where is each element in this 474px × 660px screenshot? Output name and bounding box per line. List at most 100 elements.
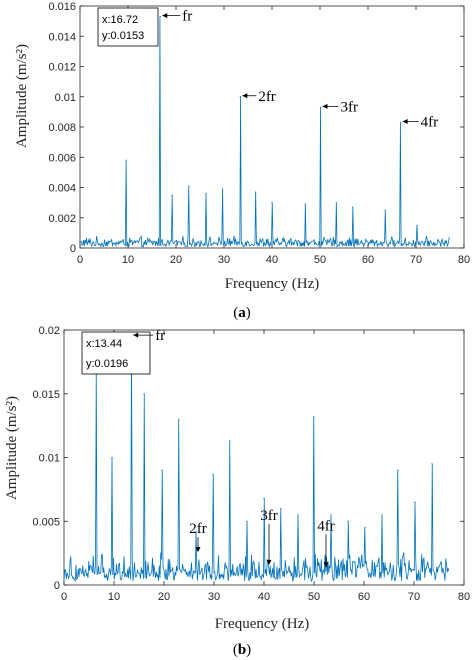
y-tick-label: 0.016 [48, 1, 76, 13]
peak-point [347, 520, 349, 522]
peak-point [195, 530, 197, 533]
x-tick-label: 10 [108, 591, 120, 603]
annotation-arrowhead [242, 93, 248, 99]
annotation-arrowhead [323, 562, 329, 568]
peak-point [239, 96, 241, 98]
chart-panel-a: Amplitude (m/s²) Frequency (Hz) (a) 0 10 2… [14, 1, 470, 321]
annotation-arrowhead [322, 103, 328, 109]
spectrum-line [63, 335, 450, 583]
peak-point [414, 501, 416, 503]
peak-point [335, 202, 337, 204]
y-tick-label: 0 [54, 580, 60, 592]
x-tick-label: 60 [362, 254, 374, 266]
annotation-arrowhead [133, 332, 139, 338]
x-tick-label: 40 [266, 254, 278, 266]
x-tick-label: 20 [170, 254, 182, 266]
y-tick-label: 0.015 [32, 389, 60, 401]
caption-b: (b) [233, 642, 251, 658]
annotation-label: 4fr [421, 114, 439, 130]
datatip-x-text: x:16.72 [102, 14, 138, 26]
annotation-label: 4fr [317, 518, 335, 534]
x-tick-label: 70 [410, 254, 422, 266]
peak-point [330, 514, 332, 516]
peak-point [271, 202, 273, 204]
peak-point [397, 469, 399, 471]
annotation-label: 3fr [340, 99, 358, 115]
peak-point [352, 206, 354, 208]
peak-point [364, 527, 366, 529]
x-axis-label: Frequency (Hz) [225, 276, 320, 292]
y-tick-label: 0.008 [48, 122, 76, 134]
peak-point [255, 191, 257, 193]
y-tick-label: 0.006 [48, 152, 76, 164]
peak-point [431, 463, 433, 465]
peak-point [161, 469, 163, 471]
caption-a: (a) [233, 305, 251, 321]
annotation-arrowhead [195, 547, 201, 553]
y-tick-label: 0.014 [48, 31, 76, 43]
y-tick-label: 0.004 [48, 183, 76, 195]
x-tick-label: 30 [208, 591, 220, 603]
annotation-label: 2fr [189, 521, 207, 537]
x-tick-label: 20 [158, 591, 170, 603]
peak-point [178, 418, 180, 420]
peak-point [400, 121, 402, 124]
y-tick-label: 0.002 [48, 213, 76, 225]
peak-point [381, 514, 383, 516]
datatip-box [97, 7, 159, 47]
y-axis-label: Amplitude (m/s²) [4, 396, 20, 500]
caption-letter: b [238, 642, 246, 658]
peak-point [280, 507, 282, 510]
annotation-label: fr [182, 9, 192, 25]
y-axis-label: Amplitude (m/s²) [14, 44, 30, 148]
x-tick-label: 40 [258, 591, 270, 603]
annotation-label: 2fr [258, 89, 276, 105]
y-tick-label: 0.005 [32, 516, 60, 528]
annotation-label: 3fr [260, 508, 278, 524]
peak-point [229, 440, 231, 442]
x-tick-label: 50 [314, 254, 326, 266]
peak-point [188, 185, 190, 187]
peak-point [143, 393, 145, 395]
datatip-y-text: y:0.0153 [102, 30, 144, 42]
x-tick-label: 80 [458, 254, 470, 266]
annotation-arrowhead [402, 118, 408, 124]
x-axis-label: Frequency (Hz) [215, 616, 310, 632]
y-tick-label: 0 [70, 243, 76, 255]
peak-point [159, 15, 161, 18]
peak-point [297, 514, 299, 516]
datatip-x-text: x:13.44 [86, 338, 122, 350]
x-tick-label: 70 [408, 591, 420, 603]
peak-point [304, 203, 306, 205]
y-tick-label: 0.01 [55, 92, 76, 104]
peak-point [246, 520, 248, 522]
peak-point [313, 416, 315, 418]
peak-point [212, 473, 214, 475]
y-tick-label: 0.012 [48, 62, 76, 74]
datatip-y-text: y:0.0196 [86, 358, 128, 370]
peak-point [416, 224, 418, 226]
peak-point [319, 106, 322, 108]
peak-point [111, 456, 113, 459]
caption-letter: a [238, 305, 246, 321]
peak-point [205, 192, 207, 195]
peak-point [263, 497, 265, 499]
chart-panel-b: Amplitude (m/s²) Frequency (Hz) (b) 0 10 2… [4, 325, 470, 658]
datatip-box [81, 331, 151, 375]
peak-point [221, 188, 224, 190]
peak-point [125, 159, 127, 161]
x-tick-label: 30 [218, 254, 230, 266]
peak-point [384, 209, 386, 211]
annotation-arrowhead [266, 559, 272, 565]
peak-point [171, 194, 173, 196]
y-tick-label: 0.01 [39, 453, 60, 465]
annotation-label: fr [155, 328, 165, 344]
x-tick-label: 50 [308, 591, 320, 603]
y-tick-label: 0.02 [39, 325, 60, 337]
x-tick-label: 0 [77, 254, 83, 266]
x-tick-label: 60 [358, 591, 370, 603]
x-tick-label: 80 [458, 591, 470, 603]
spectrum-line [79, 16, 450, 248]
annotation-arrowhead [162, 13, 168, 19]
